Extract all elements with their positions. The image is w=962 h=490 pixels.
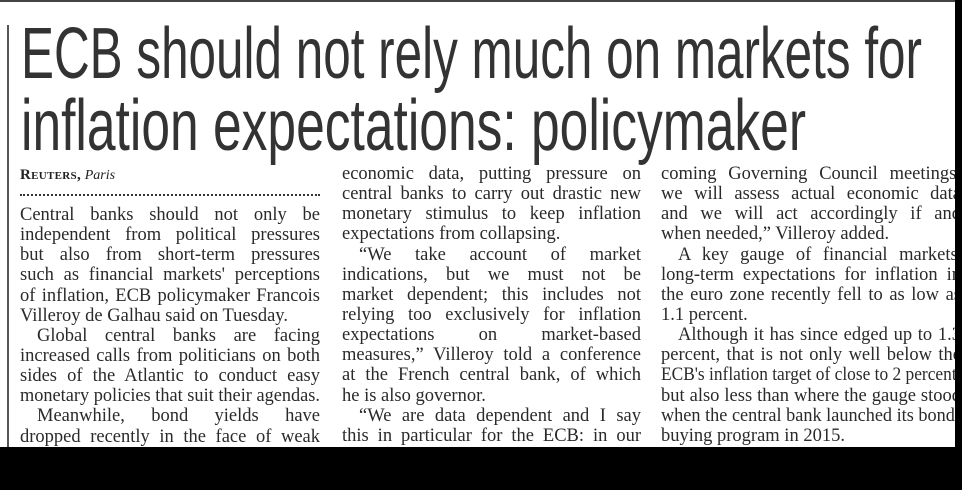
text-line-content: monetary stimulus to keep inflation bbox=[342, 204, 641, 225]
text-line-content: market dependent; this includes not bbox=[342, 284, 641, 305]
text-line: market dependent; this includes not bbox=[342, 285, 641, 305]
text-line: relying too exclusively for inflation bbox=[342, 305, 641, 325]
text-line-content: when needed,” Villeroy added. bbox=[661, 224, 890, 245]
text-line-content: sides of the Atlantic to conduct easy bbox=[20, 366, 320, 387]
text-line-content: Although it has since edged up to 1.3 bbox=[678, 325, 961, 346]
text-line: monetary stimulus to keep inflation bbox=[342, 204, 641, 224]
text-line-content: buying program in 2015. bbox=[661, 425, 845, 446]
top-rule bbox=[0, 0, 955, 2]
text-line: he is also governor. bbox=[342, 386, 641, 406]
text-line-content: measures,” Villeroy told a conference bbox=[342, 345, 641, 366]
text-line-content: long-term expectations for inflation in bbox=[661, 264, 961, 285]
text-line: Global central banks are facing bbox=[20, 326, 320, 346]
text-line: long-term expectations for inflation in bbox=[661, 265, 961, 285]
text-line-content: economic data, putting pressure on bbox=[342, 164, 641, 184]
text-line: when needed,” Villeroy added. bbox=[661, 224, 961, 244]
text-line-content: Villeroy de Galhau said on Tuesday. bbox=[20, 305, 288, 326]
text-line-content: Global central banks are facing bbox=[37, 325, 320, 346]
left-rule bbox=[7, 25, 9, 447]
text-line: Meanwhile, bond yields have bbox=[20, 406, 320, 426]
text-line-content: expectations on market-based bbox=[342, 325, 641, 346]
text-line: economic data, putting pressure on bbox=[342, 164, 641, 184]
text-line: this in particular for the ECB: in our bbox=[342, 426, 641, 446]
text-line: Central banks should not only be bbox=[20, 205, 320, 225]
text-line: we will assess actual economic data bbox=[661, 184, 961, 204]
text-line: dropped recently in the face of weak bbox=[20, 427, 320, 447]
text-line: expectations on market-based bbox=[342, 325, 641, 345]
dotted-divider bbox=[20, 194, 320, 196]
text-line: but also from short-term pressures bbox=[20, 245, 320, 265]
text-line: buying program in 2015. bbox=[661, 426, 961, 446]
text-line: indications, but we must not be bbox=[342, 265, 641, 285]
byline-city: Paris bbox=[84, 168, 116, 183]
article-column-2: economic data, putting pressure on centra… bbox=[342, 164, 641, 446]
right-black-edge bbox=[955, 0, 962, 490]
text-line: at the French central bank, of which bbox=[342, 365, 641, 385]
text-line-content: relying too exclusively for inflation bbox=[342, 304, 641, 325]
text-line-content: A key gauge of financial markets' bbox=[678, 244, 961, 265]
text-line: of inflation, ECB policymaker Francois bbox=[20, 286, 320, 306]
text-line: independent from political pressures bbox=[20, 225, 320, 245]
text-line-content: dropped recently in the face of weak bbox=[20, 426, 320, 447]
text-line: increased calls from politicians on both bbox=[20, 346, 320, 366]
text-line-content: when the central bank launched its bond- bbox=[661, 405, 961, 426]
text-line-content: he is also governor. bbox=[342, 385, 486, 406]
text-line: Although it has since edged up to 1.3 bbox=[661, 325, 961, 345]
article-column-1: Central banks should not only be independ… bbox=[20, 205, 320, 447]
text-line-content: the euro zone recently fell to as low as bbox=[661, 284, 961, 305]
text-line: expectations from collapsing. bbox=[342, 224, 641, 244]
text-line-content: this in particular for the ECB: in our bbox=[342, 425, 641, 446]
text-line: 1.1 percent. bbox=[661, 305, 961, 325]
byline-agency: Reuters, bbox=[20, 167, 81, 183]
headline-line-2: inflation expectations: policymaker bbox=[21, 86, 806, 166]
headline-line-1: ECB should not rely much on markets for bbox=[21, 14, 922, 94]
bottom-black-bar bbox=[0, 447, 962, 490]
text-line-content: but also from short-term pressures bbox=[20, 245, 320, 266]
text-line-content: coming Governing Council meetings, bbox=[661, 164, 961, 184]
text-line-content: ECB's inflation target of close to 2 per… bbox=[661, 365, 961, 386]
text-line: when the central bank launched its bond- bbox=[661, 406, 961, 426]
text-line-content: “We are data dependent and I say bbox=[359, 405, 641, 426]
text-line: “We are data dependent and I say bbox=[342, 406, 641, 426]
text-line: ECB's inflation target of close to 2 per… bbox=[661, 365, 961, 385]
text-line-content: monetary policies that suit their agenda… bbox=[20, 386, 320, 407]
text-line: such as financial markets' perceptions bbox=[20, 265, 320, 285]
text-line: coming Governing Council meetings, bbox=[661, 164, 961, 184]
byline: Reuters, Paris bbox=[20, 167, 115, 184]
text-line-content: percent, that is not only well below the bbox=[661, 345, 961, 366]
text-line-content: Central banks should not only be bbox=[20, 205, 320, 225]
text-line: central banks to carry out drastic new bbox=[342, 184, 641, 204]
text-line-content: we will assess actual economic data bbox=[661, 184, 961, 205]
text-line: and we will act accordingly if and bbox=[661, 204, 961, 224]
text-line-content: “We take account of market bbox=[359, 244, 641, 265]
text-line: A key gauge of financial markets' bbox=[661, 245, 961, 265]
text-line: monetary policies that suit their agenda… bbox=[20, 386, 320, 406]
text-line: Villeroy de Galhau said on Tuesday. bbox=[20, 306, 320, 326]
text-line-content: central banks to carry out drastic new bbox=[342, 184, 641, 205]
text-line-content: indications, but we must not be bbox=[342, 264, 641, 285]
text-line-content: increased calls from politicians on both bbox=[20, 345, 320, 366]
text-line-content: 1.1 percent. bbox=[661, 304, 748, 325]
article-column-3: coming Governing Council meetings, we wil… bbox=[661, 164, 961, 446]
text-line-content: independent from political pressures bbox=[20, 225, 320, 246]
text-line: sides of the Atlantic to conduct easy bbox=[20, 366, 320, 386]
text-line-content: expectations from collapsing. bbox=[342, 224, 561, 245]
text-line: but also less than where the gauge stood bbox=[661, 386, 961, 406]
text-line-content: and we will act accordingly if and bbox=[661, 204, 961, 225]
text-line-content: but also less than where the gauge stood bbox=[661, 385, 961, 406]
text-line: measures,” Villeroy told a conference bbox=[342, 345, 641, 365]
text-line: the euro zone recently fell to as low as bbox=[661, 285, 961, 305]
text-line-content: such as financial markets' perceptions bbox=[20, 265, 320, 286]
text-line-content: of inflation, ECB policymaker Francois bbox=[20, 285, 320, 306]
text-line-content: Meanwhile, bond yields have bbox=[37, 406, 320, 427]
text-line: percent, that is not only well below the bbox=[661, 345, 961, 365]
text-line-content: at the French central bank, of which bbox=[342, 365, 641, 386]
text-line: “We take account of market bbox=[342, 245, 641, 265]
